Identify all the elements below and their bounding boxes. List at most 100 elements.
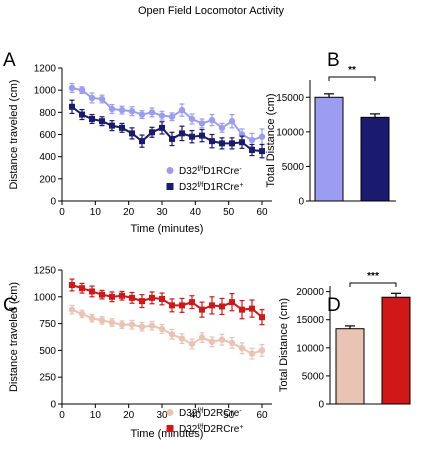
panel-d-bar-2 xyxy=(381,296,411,405)
panel-a-series-2-point xyxy=(239,139,245,146)
panel-a-y-tick-label: 600 xyxy=(39,130,56,141)
panel-c-series-2-point xyxy=(159,295,165,302)
panel-c-series-2-point xyxy=(149,294,155,301)
panel-a-y-tick-label: 1200 xyxy=(34,64,57,75)
panel-a-series-1-point xyxy=(168,113,176,120)
panel-c-series-1-point xyxy=(248,350,256,357)
panel-a-series-2-point xyxy=(79,111,85,118)
panel-c-series-2-point xyxy=(259,314,265,321)
panel-c-series-1-point xyxy=(78,310,86,318)
panel-c-series-2-point xyxy=(69,282,75,289)
panel-c-y-tick-label: 1000 xyxy=(34,292,57,303)
panel-a-y-tick-label: 200 xyxy=(39,174,56,185)
panel-c-letter: C xyxy=(3,295,17,316)
panel-a-series-2-point xyxy=(99,118,105,125)
panel-a-x-tick-label: 40 xyxy=(190,207,202,218)
panel-c-series-1-point xyxy=(238,345,246,352)
panel-a-x-tick-label: 60 xyxy=(256,207,268,218)
panel-d-y-tick-label: 15000 xyxy=(296,315,324,326)
panel-a-series-2-point xyxy=(199,132,205,139)
panel-a-series-1-point xyxy=(68,84,76,92)
panel-c-series-1-point xyxy=(178,335,186,342)
panel-a-series-2-point xyxy=(249,147,255,154)
panel-c-series-1-point xyxy=(208,338,216,346)
panel-a-series-1-legend-label: D32f/fD1RCre- xyxy=(179,166,242,178)
panel-a-x-tick-label: 30 xyxy=(156,207,168,218)
panel-c-x-tick-label: 50 xyxy=(223,410,235,421)
panel-c-x-axis-label: Time (minutes) xyxy=(131,428,204,440)
panel-a-series-1-point xyxy=(98,95,106,103)
panel-d-bar-1 xyxy=(335,328,365,405)
panel-a-series-1-point xyxy=(208,116,216,124)
panel-a-x-tick-label: 10 xyxy=(90,207,102,218)
panel-c-series-1-point xyxy=(188,340,196,348)
panel-a-series-1-point xyxy=(178,106,186,114)
panel-c-y-tick-label: 0 xyxy=(50,400,56,411)
panel-a-y-axis-label: Distance traveled (cm) xyxy=(8,79,20,189)
panel-c-x-tick-label: 0 xyxy=(59,410,65,421)
panel-c-series-2-point xyxy=(139,298,145,305)
panel-a-series-2-point xyxy=(89,115,95,122)
panel-a-series-1-point xyxy=(128,108,136,115)
panel-a-series-2-point xyxy=(139,138,145,145)
panel-c-series-2-point xyxy=(99,291,105,298)
panel-c-y-tick-label: 250 xyxy=(39,373,56,384)
panel-a-series-1-point xyxy=(78,86,86,94)
panel-c-series-2-point xyxy=(249,305,255,312)
panel-a-series-1-point xyxy=(258,133,266,140)
panel-c-series-1-point xyxy=(118,321,126,328)
panel-d-y-tick-label: 5000 xyxy=(302,371,325,382)
panel-d-y-axis-label: Total Distance (cm) xyxy=(278,298,290,392)
panel-a-series-2-legend-marker xyxy=(166,183,174,190)
panel-c-series-2-point xyxy=(239,306,245,313)
panel-c-series-2-point xyxy=(79,285,85,292)
panel-c-series-2-point xyxy=(209,302,215,309)
panel-c-series-2-point xyxy=(179,302,185,309)
panel-c-y-tick-label: 1250 xyxy=(34,266,57,277)
panel-a-series-2-point xyxy=(189,133,195,140)
panel-a-series-1-point xyxy=(138,111,146,118)
panel-a-series-1-point xyxy=(248,136,256,144)
panel-b-bar-2 xyxy=(360,116,390,202)
panel-a-series-2-point xyxy=(159,124,165,131)
panel-a-series-1-point xyxy=(118,106,126,114)
panel-c-series-2-point xyxy=(219,303,225,310)
panel-c-series-1-point xyxy=(148,322,156,329)
panel-a-series-2-point xyxy=(169,135,175,142)
panel-a-series-2-point xyxy=(179,130,185,137)
panel-c-series-1-point xyxy=(68,306,76,313)
panel-a-y-tick-label: 0 xyxy=(50,197,56,208)
panel-c-series-2-point xyxy=(89,288,95,295)
panel-d-bar-chart: D 0 5000 10000 15000 20000 Total Distance (cm)… xyxy=(278,271,411,411)
panel-c-series-1-point xyxy=(98,317,106,324)
panel-c-y-axis-label: Distance traveled (cm) xyxy=(8,282,20,392)
panel-b-y-tick-label: 0 xyxy=(298,197,304,208)
panel-b-y-tick-label: 15000 xyxy=(276,93,304,104)
panel-d-y-tick-label: 10000 xyxy=(296,343,324,354)
panel-a-series-1-point xyxy=(108,105,116,113)
panel-b-y-axis-label: Total Distance (cm) xyxy=(265,93,277,187)
panel-a-y-tick-label: 400 xyxy=(39,152,56,163)
panel-a-series-1-point xyxy=(218,124,226,132)
panel-a-x-tick-label: 20 xyxy=(123,207,135,218)
panel-c-series-2-point xyxy=(169,302,175,309)
panel-b-bar-1 xyxy=(314,96,344,202)
panel-c-series-2-legend-marker xyxy=(166,425,174,432)
panel-a-series-2-point xyxy=(69,103,75,110)
panel-a-series-1-point xyxy=(88,94,96,102)
panel-c-x-tick-label: 30 xyxy=(156,410,168,421)
panel-c-y-tick-label: 750 xyxy=(39,319,56,330)
panel-d-y-tick-label: 20000 xyxy=(296,287,324,298)
panel-c-series-1-point xyxy=(88,315,96,322)
panel-c-x-tick-label: 20 xyxy=(123,410,135,421)
panel-d-y-tick-label: 0 xyxy=(318,400,324,411)
panel-a-series-2-point xyxy=(219,140,225,147)
panel-c-series-1-point xyxy=(138,323,146,331)
panel-a-series-1-point xyxy=(148,109,156,116)
panel-c-series-1-legend-label: D32f/fD2RCre- xyxy=(179,408,242,420)
panel-c-series-1-point xyxy=(158,325,166,333)
panel-a-x-axis-label: Time (minutes) xyxy=(131,223,204,235)
panel-a-series-2-point xyxy=(119,124,125,131)
